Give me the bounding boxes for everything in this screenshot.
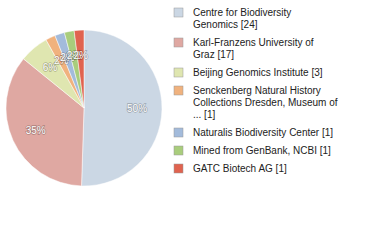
slice: [74, 30, 84, 108]
legend-swatch: [174, 146, 183, 155]
legend-label: Centre for BiodiversityGenomics [24]: [193, 7, 291, 30]
legend-swatch: [174, 86, 183, 95]
slice-labels: 50%35%6%2%2%2%2%: [26, 50, 147, 136]
legend-label: Naturalis Biodiversity Center [1]: [193, 127, 333, 138]
slice: [82, 30, 162, 186]
legend-label: Senckenberg Natural HistoryCollections D…: [193, 85, 338, 120]
legend-label: Karl-Franzens University ofGraz [17]: [193, 37, 314, 60]
legend-label: GATC Biotech AG [1]: [193, 163, 287, 174]
slices: [6, 30, 162, 186]
legend-label: Mined from GenBank, NCBI [1]: [193, 145, 331, 156]
legend: Centre for BiodiversityGenomics [24] Karl…: [174, 7, 338, 174]
legend-swatch: [174, 38, 183, 47]
legend-swatch: [174, 8, 183, 17]
legend-swatch: [174, 128, 183, 137]
legend-label: Beijing Genomics Institute [3]: [193, 67, 323, 78]
data-label: 50%: [127, 103, 147, 114]
chart: 50%35%6%2%2%2%2%Centre for BiodiversityG…: [0, 0, 380, 240]
legend-swatch: [174, 68, 183, 77]
data-label: 35%: [26, 125, 46, 136]
slice: [64, 31, 84, 108]
legend-swatch: [174, 164, 183, 173]
data-label: 2%: [73, 50, 88, 61]
